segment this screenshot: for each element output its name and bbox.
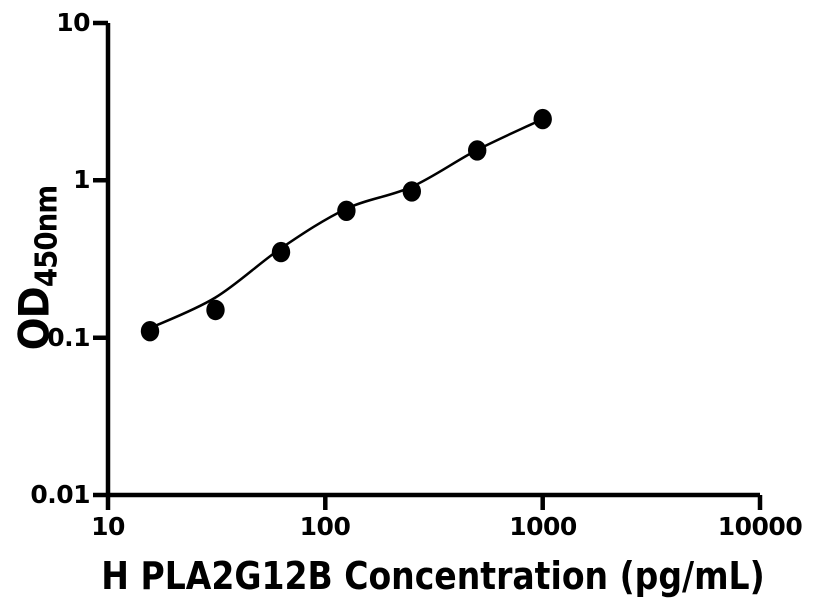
x-tick-label-1000: 1000 bbox=[509, 512, 577, 541]
x-tick-label-100: 100 bbox=[299, 512, 351, 541]
data-point-marker bbox=[206, 299, 225, 321]
data-point-marker bbox=[140, 321, 160, 342]
y-axis-title-main: OD bbox=[9, 287, 59, 351]
data-point-marker bbox=[533, 108, 552, 130]
data-point-marker bbox=[337, 200, 356, 221]
y-axis-title-subscript: 450nm bbox=[29, 185, 65, 288]
x-tick-label-10000: 10000 bbox=[717, 512, 803, 541]
x-tick-label-10: 10 bbox=[91, 512, 125, 541]
y-tick-label-1: 1 bbox=[73, 165, 90, 194]
y-tick-label-0-1: 0.1 bbox=[47, 323, 90, 352]
y-axis-title: OD450nm bbox=[10, 185, 69, 351]
y-tick-label-10: 10 bbox=[56, 8, 90, 37]
data-point-marker bbox=[402, 181, 421, 202]
data-point-marker bbox=[468, 140, 487, 161]
x-axis-title: H PLA2G12B Concentration (pg/mL) bbox=[101, 554, 765, 598]
axes-and-tick-marks bbox=[93, 20, 763, 510]
y-tick-label-0-01: 0.01 bbox=[30, 480, 90, 509]
data-point-marker bbox=[271, 241, 291, 263]
